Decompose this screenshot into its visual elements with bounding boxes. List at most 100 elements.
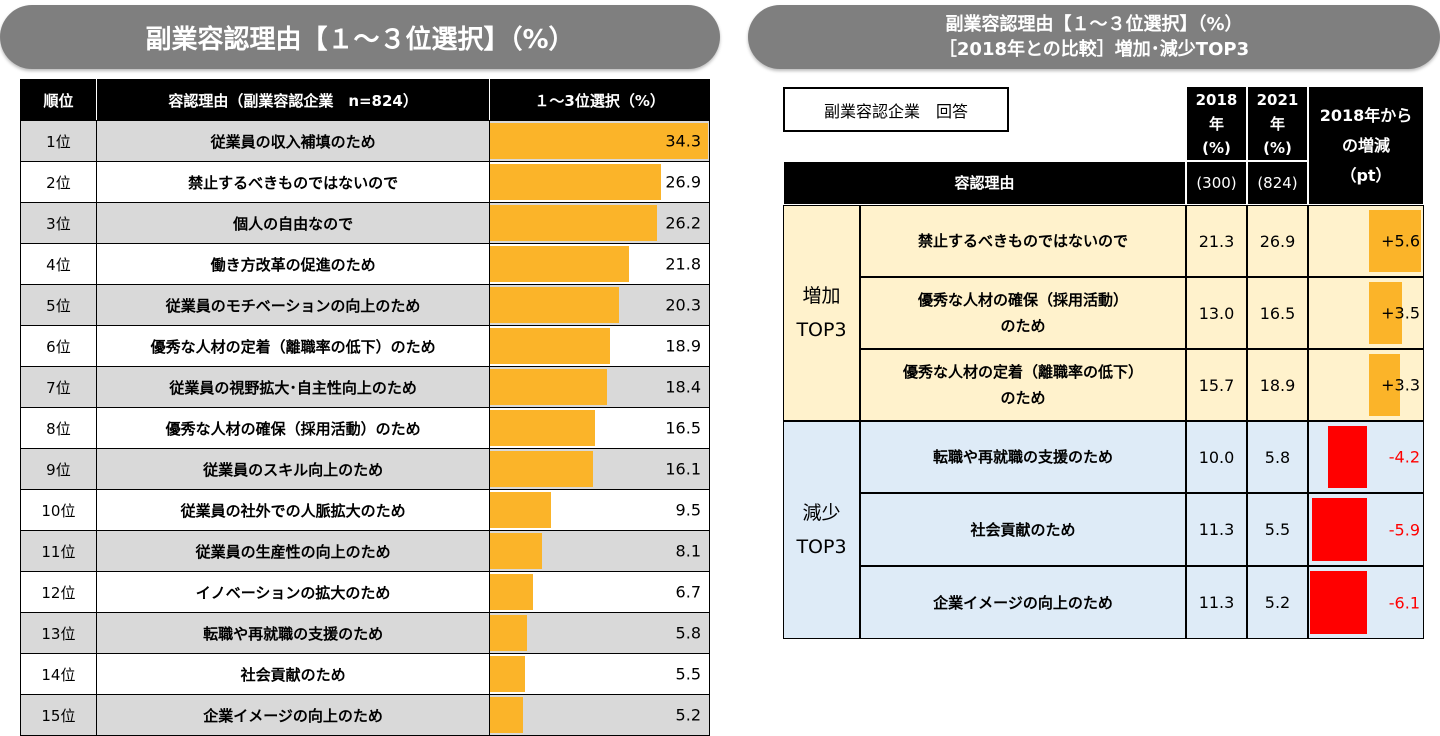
ranking-table: 順位 容認理由（副業容認企業 n=824） １～3位選択（%） 1位 従業員の収… [20, 79, 710, 736]
bar-value-label: 5.8 [675, 623, 701, 643]
bar-mark [490, 410, 596, 446]
bar-mark [490, 246, 629, 282]
header-n-2021: (824) [1247, 161, 1308, 205]
diff-cell: -4.2 [1308, 421, 1424, 493]
reason-cell: 従業員の視野拡大･自主性向上のため [95, 366, 491, 408]
table-row: 11位 従業員の生産性の向上のため 8.1 [20, 530, 710, 572]
header-percent: １～3位選択（%） [489, 79, 710, 121]
right-title-line2: ［2018年との比較］増加･減少TOP3 [938, 39, 1250, 60]
rank-cell: 5位 [20, 284, 97, 326]
right-title-line1: 副業容認理由【１～３位選択】（%） [945, 14, 1243, 35]
rank-cell: 1位 [20, 120, 97, 162]
diff-cell: +5.6 [1308, 205, 1424, 277]
bar-cell: 9.5 [489, 489, 710, 531]
table-row: 1位 従業員の収入補填のため 34.3 [20, 120, 710, 162]
rank-cell: 9位 [20, 448, 97, 490]
rank-cell: 6位 [20, 325, 97, 367]
bar-value-label: 16.5 [665, 418, 701, 438]
bar-mark [490, 615, 528, 651]
bar-cell: 20.3 [489, 284, 710, 326]
table-row: 6位 優秀な人材の定着（離職率の低下）のため 18.9 [20, 325, 710, 367]
table-row: 3位 個人の自由なので 26.2 [20, 202, 710, 244]
bar-value-label: 26.2 [665, 213, 701, 233]
comparison-reason: 優秀な人材の確保（採用活動） のため [860, 277, 1186, 349]
diff-cell: -5.9 [1308, 493, 1424, 566]
diff-bar-mark [1369, 354, 1400, 416]
table-row: 8位 優秀な人材の確保（採用活動）のため 16.5 [20, 407, 710, 449]
reason-cell: イノベーションの拡大のため [95, 571, 491, 613]
bar-cell: 5.2 [489, 694, 710, 736]
bar-cell: 18.9 [489, 325, 710, 367]
bar-cell: 5.8 [489, 612, 710, 654]
bar-value-label: 9.5 [675, 500, 701, 520]
value-2021: 5.8 [1247, 421, 1308, 493]
bar-cell: 6.7 [489, 571, 710, 613]
comparison-reason: 禁止するべきものではないので [860, 205, 1186, 277]
header-n-2018: (300) [1186, 161, 1247, 205]
header-2018: 2018 年 (%) [1186, 86, 1247, 161]
rank-cell: 15位 [20, 694, 97, 736]
table-row: 10位 従業員の社外での人脈拡大のため 9.5 [20, 489, 710, 531]
reason-cell: 従業員のモチベーションの向上のため [95, 284, 491, 326]
right-title-banner: 副業容認理由【１～３位選択】（%） ［2018年との比較］増加･減少TOP3 [748, 5, 1440, 69]
comparison-reason: 優秀な人材の定着（離職率の低下） のため [860, 349, 1186, 421]
reason-cell: 従業員の社外での人脈拡大のため [95, 489, 491, 531]
rank-cell: 8位 [20, 407, 97, 449]
rank-cell: 3位 [20, 202, 97, 244]
bar-mark [490, 492, 551, 528]
diff-bar-mark [1312, 498, 1367, 561]
diff-bar-mark [1310, 571, 1367, 634]
value-2021: 5.5 [1247, 493, 1308, 566]
bar-value-label: 8.1 [675, 541, 701, 561]
bar-mark [490, 164, 662, 200]
diff-cell: +3.5 [1308, 277, 1424, 349]
reason-cell: 働き方改革の促進のため [95, 243, 491, 285]
bar-value-label: 5.5 [675, 664, 701, 684]
diff-bar-mark [1369, 282, 1402, 344]
bar-value-label: 20.3 [665, 295, 701, 315]
header-2021: 2021 年 (%) [1247, 86, 1308, 161]
respondent-label: 副業容認企業 回答 [823, 101, 968, 121]
rank-cell: 4位 [20, 243, 97, 285]
bar-cell: 26.9 [489, 161, 710, 203]
reason-cell: 転職や再就職の支援のため [95, 612, 491, 654]
diff-cell: +3.3 [1308, 349, 1424, 421]
reason-cell: 社会貢献のため [95, 653, 491, 695]
rank-cell: 7位 [20, 366, 97, 408]
table-row: 5位 従業員のモチベーションの向上のため 20.3 [20, 284, 710, 326]
group-decrease-label: 減少 TOP3 [783, 421, 860, 639]
bar-cell: 21.8 [489, 243, 710, 285]
reason-cell: 従業員の収入補填のため [95, 120, 491, 162]
diff-value-label: -4.2 [1388, 447, 1420, 467]
reason-cell: 企業イメージの向上のため [95, 694, 491, 736]
bar-value-label: 6.7 [675, 582, 701, 602]
table-row: 9位 従業員のスキル向上のため 16.1 [20, 448, 710, 490]
bar-mark [490, 451, 593, 487]
rank-cell: 13位 [20, 612, 97, 654]
value-2021: 18.9 [1247, 349, 1308, 421]
bar-value-label: 5.2 [675, 705, 701, 725]
respondent-label-box: 副業容認企業 回答 [783, 87, 1009, 132]
bar-value-label: 26.9 [665, 172, 701, 192]
bar-mark [490, 369, 608, 405]
rank-cell: 10位 [20, 489, 97, 531]
table-row: 4位 働き方改革の促進のため 21.8 [20, 243, 710, 285]
bar-value-label: 18.9 [665, 336, 701, 356]
reason-cell: 個人の自由なので [95, 202, 491, 244]
rank-cell: 11位 [20, 530, 97, 572]
comparison-reason: 企業イメージの向上のため [860, 566, 1186, 639]
table-row: 12位 イノベーションの拡大のため 6.7 [20, 571, 710, 613]
bar-value-label: 16.1 [665, 459, 701, 479]
bar-cell: 16.5 [489, 407, 710, 449]
reason-cell: 優秀な人材の確保（採用活動）のため [95, 407, 491, 449]
header-reason: 容認理由（副業容認企業 n=824） [95, 79, 491, 121]
table-row: 7位 従業員の視野拡大･自主性向上のため 18.4 [20, 366, 710, 408]
value-2021: 26.9 [1247, 205, 1308, 277]
reason-cell: 優秀な人材の定着（離職率の低下）のため [95, 325, 491, 367]
bar-mark [490, 574, 533, 610]
comparison-reason: 転職や再就職の支援のため [860, 421, 1186, 493]
diff-bar-mark [1369, 210, 1422, 272]
reason-cell: 従業員の生産性の向上のため [95, 530, 491, 572]
value-2021: 5.2 [1247, 566, 1308, 639]
bar-mark [490, 533, 542, 569]
